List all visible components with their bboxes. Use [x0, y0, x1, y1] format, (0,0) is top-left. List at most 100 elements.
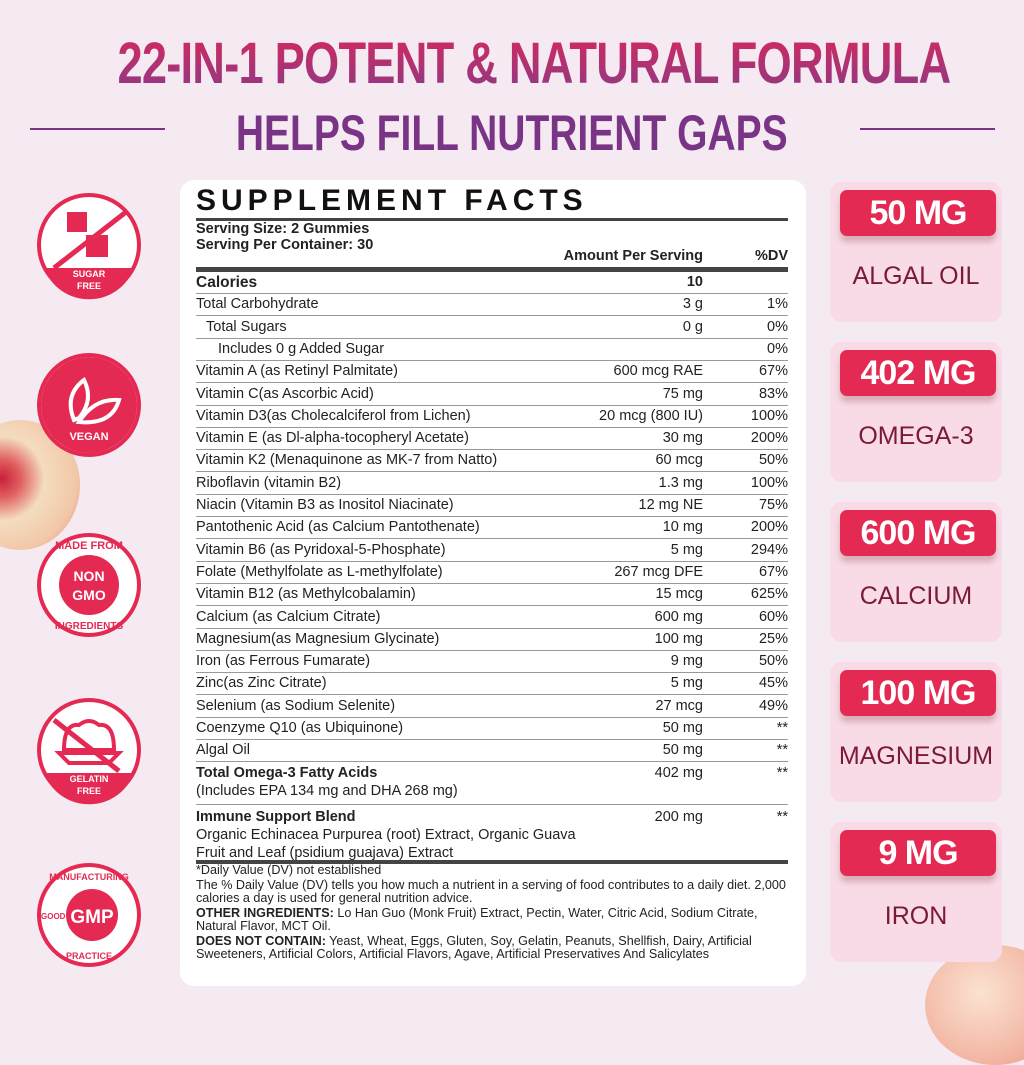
nutrient-name: Immune Support Blend: [196, 808, 356, 825]
facts-row: Vitamin K2 (Menaquinone as MK-7 from Nat…: [196, 450, 788, 473]
facts-row: Folate (Methylfolate as L-methylfolate) 2…: [196, 562, 788, 584]
nutrient-amount: 30 mg: [662, 430, 703, 447]
nutrient-amount: 0 g: [682, 318, 703, 335]
highlight-card: 600 MG CALCIUM: [830, 502, 1002, 642]
highlight-card: 402 MG OMEGA-3: [830, 342, 1002, 482]
nutrient-name: Total Omega-3 Fatty Acids: [196, 764, 378, 781]
nutrient-dv: 1%: [767, 296, 788, 313]
vegan-leaf-icon: VEGAN: [34, 350, 144, 460]
nutrient-dv: **: [776, 764, 788, 781]
facts-row: Vitamin C(as Ascorbic Acid) 75 mg 83%: [196, 384, 788, 406]
nutrient-dv: **: [776, 720, 788, 736]
facts-row: Includes 0 g Added Sugar 0%: [196, 339, 788, 361]
nutrient-name: Vitamin K2 (Menaquinone as MK-7 from Nat…: [196, 452, 498, 469]
facts-row: Vitamin B12 (as Methylcobalamin) 15 mcg 62…: [196, 584, 788, 607]
facts-row-omega: Total Omega-3 Fatty Acids (Includes EPA 1…: [196, 763, 788, 805]
svg-text:MANUFACTURING: MANUFACTURING: [49, 872, 129, 882]
dv-header: %DV: [754, 248, 788, 264]
svg-text:GMP: GMP: [70, 907, 114, 928]
highlight-label: ALGAL OIL: [852, 262, 980, 290]
facts-footer: *Daily Value (DV) not established The % …: [196, 864, 796, 963]
facts-row: Vitamin D3(as Cholecalciferol from Liche…: [196, 406, 788, 428]
highlight-label: CALCIUM: [859, 582, 973, 610]
nutrient-dv: 0%: [767, 340, 788, 357]
peach-image: [925, 945, 1024, 1065]
highlight-value: 50 MG: [840, 190, 996, 236]
nutrient-amount: 402 mg: [654, 764, 703, 781]
divider: [860, 128, 995, 130]
nutrient-dv: **: [776, 808, 788, 825]
svg-text:MADE FROM: MADE FROM: [55, 540, 123, 552]
nutrient-dv: 50%: [758, 653, 788, 670]
nutrient-amount: 10: [686, 274, 703, 290]
facts-row: Selenium (as Sodium Selenite) 27 mcg 49%: [196, 696, 788, 718]
nutrient-name: Folate (Methylfolate as L-methylfolate): [196, 563, 443, 580]
nutrient-amount: 600 mg: [654, 608, 703, 625]
nutrient-name: Calories: [196, 274, 258, 291]
does-not-contain: DOES NOT CONTAIN: Yeast, Wheat, Eggs, Gl…: [196, 934, 752, 961]
facts-row: Zinc(as Zinc Citrate) 5 mg 45%: [196, 673, 788, 696]
facts-row: Vitamin E (as Dl-alpha-tocopheryl Acetat…: [196, 428, 788, 451]
facts-row: Magnesium(as Magnesium Glycinate) 100 mg 2…: [196, 629, 788, 651]
nutrient-name: Pantothenic Acid (as Calcium Pantothenat…: [196, 519, 480, 536]
nutrient-amount: 200 mg: [654, 808, 703, 825]
nutrient-dv: 45%: [758, 675, 788, 692]
nutrient-name: Iron (as Ferrous Fumarate): [196, 653, 371, 670]
nutrient-dv: 0%: [767, 318, 788, 335]
nutrient-name: Vitamin B12 (as Methylcobalamin): [196, 586, 416, 603]
nutrient-name: Niacin (Vitamin B3 as Inositol Niacinate…: [196, 497, 454, 513]
svg-text:NON: NON: [73, 568, 104, 584]
svg-text:FREE: FREE: [77, 281, 101, 291]
nutrient-sub: (Includes EPA 134 mg and DHA 268 mg): [196, 782, 458, 799]
nutrient-sub: Fruit and Leaf (psidium guajava) Extract: [196, 844, 454, 861]
highlight-card: 50 MG ALGAL OIL: [830, 182, 1002, 322]
nutrient-amount: 75 mg: [662, 385, 703, 402]
nutrient-dv: 67%: [758, 563, 788, 580]
nutrient-dv: 294%: [750, 541, 788, 558]
nutrient-name: Vitamin D3(as Cholecalciferol from Liche…: [196, 407, 471, 424]
gmp-icon: MANUFACTURING GMP GOOD PRACTICE: [34, 860, 144, 970]
nutrient-name: Vitamin C(as Ascorbic Acid): [196, 385, 374, 402]
nutrient-dv: 200%: [750, 519, 788, 536]
facts-row: Calcium (as Calcium Citrate) 600 mg 60%: [196, 607, 788, 629]
svg-text:SUGAR: SUGAR: [73, 269, 106, 279]
dv-note: The % Daily Value (DV) tells you how muc…: [196, 878, 786, 905]
nutrient-dv: 49%: [758, 697, 788, 714]
highlight-value: 9 MG: [840, 830, 996, 876]
svg-text:GELATIN: GELATIN: [70, 774, 109, 784]
nutrient-dv: 60%: [758, 608, 788, 625]
nutrient-amount: 60 mcg: [655, 452, 703, 469]
nutrient-amount: 1.3 mg: [658, 474, 703, 491]
headline: 22-IN-1 POTENT & NATURAL FORMULA: [117, 31, 951, 96]
facts-title: SUPPLEMENT FACTS: [196, 184, 588, 217]
facts-row: Riboflavin (vitamin B2) 1.3 mg 100%: [196, 473, 788, 495]
servings-per-container: Serving Per Container: 30: [196, 237, 374, 253]
nutrient-dv: 100%: [750, 407, 788, 424]
nutrient-dv: 625%: [750, 586, 788, 603]
other-ingredients: OTHER INGREDIENTS: Lo Han Guo (Monk Frui…: [196, 906, 758, 933]
highlight-card: 9 MG IRON: [830, 822, 1002, 962]
nutrient-amount: 12 mg NE: [638, 497, 703, 513]
gelatin-free-icon: GELATIN FREE: [34, 695, 144, 805]
nutrient-name: Vitamin E (as Dl-alpha-tocopheryl Acetat…: [196, 430, 469, 447]
nutrient-amount: 3 g: [682, 296, 703, 313]
highlight-label: IRON: [884, 902, 948, 930]
amount-header: Amount Per Serving: [563, 248, 703, 264]
nutrient-dv: 67%: [758, 363, 788, 380]
nutrient-name: Selenium (as Sodium Selenite): [196, 697, 396, 714]
divider: [196, 218, 788, 221]
facts-row: Algal Oil 50 mg **: [196, 740, 788, 763]
serving-size: Serving Size: 2 Gummies: [196, 221, 370, 237]
highlight-value: 402 MG: [840, 350, 996, 396]
nutrient-amount: 5 mg: [670, 675, 703, 692]
svg-text:GMO: GMO: [72, 587, 106, 603]
nutrient-name: Total Sugars: [206, 318, 287, 335]
nutrient-name: Vitamin A (as Retinyl Palmitate): [196, 363, 399, 380]
highlight-label: MAGNESIUM: [838, 742, 994, 770]
facts-row: Total Carbohydrate 3 g 1%: [196, 294, 788, 317]
nutrient-amount: 600 mcg RAE: [613, 363, 703, 380]
sugar-free-icon: SUGAR FREE: [34, 190, 144, 300]
nutrient-amount: 5 mg: [670, 541, 703, 558]
nutrient-dv: 83%: [758, 385, 788, 402]
facts-row: Vitamin A (as Retinyl Palmitate) 600 mcg …: [196, 361, 788, 384]
